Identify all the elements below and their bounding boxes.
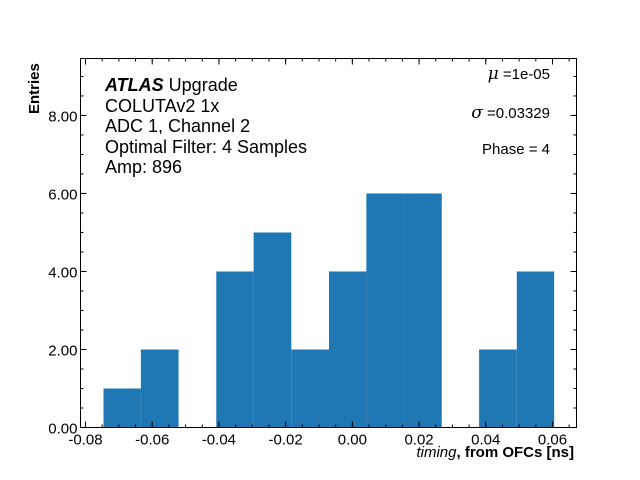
annotation-line-device: COLUTAv2 1x [105,95,220,116]
y-axis-ticks: 0.00 2.00 4.00 6.00 8.00 [48,75,577,438]
mu-stat: μ =1e-05 [487,64,550,84]
plot-annotation: ATLAS Upgrade COLUTAv2 1x ADC 1, Channel… [105,75,307,178]
y-tick-label: 8.00 [48,108,77,125]
y-axis-label: Entries [26,63,43,114]
y-tick-label: 0.00 [48,421,77,438]
annotation-line-filter: Optimal Filter: 4 Samples [105,136,308,157]
x-axis-label: timing, from OFCs [ns] [416,444,574,461]
histogram-bar [140,349,179,428]
atlas-label: ATLAS Upgrade [105,75,238,95]
histogram-bar [291,349,330,428]
x-tick-label: -0.04 [202,432,236,449]
y-tick-label: 6.00 [48,186,77,203]
histogram-bar [479,349,517,428]
x-tick-label: -0.02 [269,432,303,449]
phase-stat: Phase = 4 [482,141,550,158]
histogram-bar [216,271,254,428]
x-tick-label: -0.06 [135,432,169,449]
annotation-line-amp: Amp: 896 [105,157,183,177]
histogram-bar [103,388,141,428]
histogram-bar [253,232,292,428]
y-tick-label: 4.00 [48,264,77,281]
x-axis-ticks: -0.08 -0.06 -0.04 -0.02 0.00 0.02 0.04 0.06 [68,58,570,449]
x-tick-label: 0.04 [471,432,500,449]
histogram-bar [516,271,555,428]
y-tick-label: 2.00 [48,342,77,359]
x-tick-label: 0.02 [404,432,433,449]
x-tick-label: -0.08 [68,432,102,449]
annotation-line-channel: ADC 1, Channel 2 [105,116,251,136]
histogram-bar [329,271,367,428]
histogram-bars [103,193,555,428]
histogram-bar [366,193,405,428]
x-tick-label: 0.06 [538,432,567,449]
histogram-bar [404,193,442,428]
sigma-stat: σ =0.03329 [471,103,550,123]
x-tick-label: 0.00 [338,432,367,449]
plot-frame [80,58,577,428]
